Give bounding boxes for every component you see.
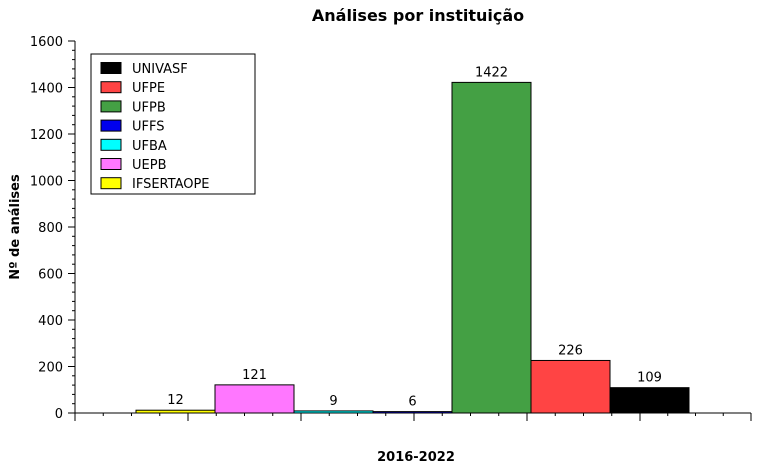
y-tick-label-800: 800 bbox=[38, 221, 63, 236]
y-tick-label-1000: 1000 bbox=[30, 175, 63, 190]
bar-ufpb bbox=[451, 81, 532, 414]
legend-swatch-uepb bbox=[100, 158, 122, 170]
legend-swatch-ufpe bbox=[100, 81, 122, 94]
legend: UNIVASF UFPE UFPB UFFS UFBA UEPB IFSERTAOPE bbox=[90, 53, 256, 195]
legend-label-univasf: UNIVASF bbox=[132, 62, 188, 77]
bar-univasf bbox=[609, 387, 690, 414]
data-label-ifsertaope: 12 bbox=[167, 393, 184, 408]
data-label-ufpb: 1422 bbox=[475, 65, 508, 80]
legend-swatch-ufpb bbox=[100, 100, 122, 113]
bar-uepb bbox=[214, 384, 295, 414]
y-tick-label-1200: 1200 bbox=[30, 128, 63, 143]
legend-label-ufpe: UFPE bbox=[132, 81, 165, 96]
x-axis-label: 2016-2022 bbox=[377, 450, 455, 465]
legend-label-uepb: UEPB bbox=[132, 158, 167, 173]
y-tick-label-600: 600 bbox=[38, 268, 63, 283]
data-label-ufba: 9 bbox=[329, 394, 337, 409]
data-label-uffs: 6 bbox=[408, 395, 416, 410]
legend-swatch-univasf bbox=[100, 62, 122, 74]
y-axis-label: Nº de análises bbox=[8, 174, 23, 280]
y-tick-label-0: 0 bbox=[55, 407, 63, 422]
legend-label-uffs: UFFS bbox=[132, 120, 165, 135]
legend-label-ufpb: UFPB bbox=[132, 100, 166, 115]
legend-swatch-uffs bbox=[100, 119, 122, 132]
y-tick-label-1400: 1400 bbox=[30, 82, 63, 97]
data-label-uepb: 121 bbox=[242, 368, 267, 383]
legend-label-ufba: UFBA bbox=[132, 139, 167, 154]
axes-group: 0 200 400 600 800 1000 1200 1400 1600 bbox=[30, 35, 752, 422]
legend-swatch-ufba bbox=[100, 138, 122, 151]
data-label-univasf: 109 bbox=[637, 371, 662, 386]
y-tick-label-200: 200 bbox=[38, 361, 63, 376]
y-tick-label-1600: 1600 bbox=[30, 35, 63, 50]
bar-ufpe bbox=[530, 359, 611, 414]
y-tick-label-400: 400 bbox=[38, 314, 63, 329]
legend-swatch-ifsertaope bbox=[100, 177, 122, 190]
bars-group: 12 121 9 6 1422 226 109 bbox=[135, 65, 690, 414]
chart-title: Análises por instituição bbox=[312, 6, 524, 25]
legend-label-ifsertaope: IFSERTAOPE bbox=[132, 177, 210, 192]
data-label-ufpe: 226 bbox=[558, 343, 583, 358]
